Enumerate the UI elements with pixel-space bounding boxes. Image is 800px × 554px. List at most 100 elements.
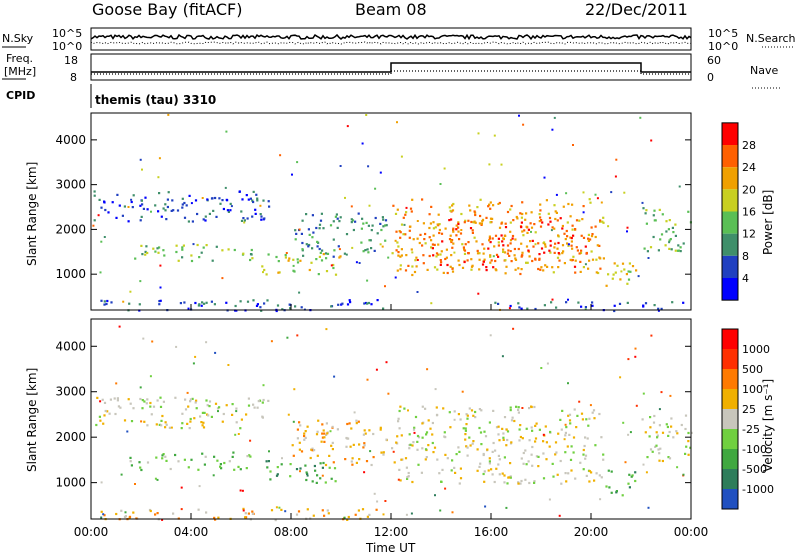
velocity-cell (676, 466, 679, 469)
velocity-cell (559, 459, 562, 463)
velocity-cell (435, 406, 438, 409)
power-cell (471, 264, 474, 267)
power-cell (300, 232, 303, 235)
power-cell (462, 246, 465, 249)
velocity-cell (326, 432, 329, 435)
velocity-cell (234, 433, 237, 436)
power-cell (587, 239, 590, 242)
velocity-cell (610, 491, 613, 494)
power-cell (530, 230, 532, 233)
velocity-cell (118, 325, 121, 328)
power-cell (397, 254, 400, 257)
velocity-colorbar-frame (721, 328, 739, 510)
power-cell (205, 301, 208, 304)
power-cell (449, 265, 452, 268)
power-cell (546, 265, 549, 268)
power-cell (626, 301, 629, 304)
velocity-cell (325, 328, 328, 331)
velocity-cell (345, 445, 348, 448)
velocity-cell (434, 494, 436, 497)
power-cell (449, 209, 452, 212)
power-cell (657, 249, 660, 252)
velocity-cell (568, 433, 571, 436)
velocity-cell (235, 410, 238, 413)
power-cell (471, 231, 474, 234)
velocity-cell (508, 476, 511, 479)
power-cell (166, 198, 169, 201)
velocity-cell (257, 400, 260, 403)
power-cell (308, 243, 311, 247)
velocity-cell (351, 463, 354, 466)
power-cell (421, 244, 424, 247)
power-cell (334, 215, 337, 218)
power-cell (543, 251, 546, 254)
power-cell (426, 268, 429, 271)
power-colorbar-tick-label: 8 (742, 250, 749, 263)
power-cell (561, 244, 565, 247)
velocity-cell (181, 422, 184, 425)
velocity-cell (505, 506, 508, 509)
power-cell (561, 224, 564, 228)
power-cell (219, 202, 222, 205)
velocity-cell (474, 410, 477, 414)
power-cell (400, 254, 403, 257)
velocity-cell (330, 477, 333, 480)
velocity-y-tick-label: 1000 (55, 476, 86, 490)
power-cell (103, 303, 106, 306)
power-cell (557, 266, 560, 269)
velocity-cell (651, 450, 654, 453)
power-cell (510, 260, 513, 263)
power-colorbar-segment (722, 145, 738, 168)
velocity-cell (554, 441, 558, 444)
power-cell (562, 250, 565, 253)
velocity-cell (331, 425, 334, 428)
velocity-cell (648, 435, 651, 438)
velocity-cell (268, 450, 270, 453)
power-cell (336, 217, 339, 220)
power-cell (212, 209, 215, 212)
power-cell (444, 227, 447, 230)
power-cell (474, 213, 477, 217)
velocity-cell (316, 430, 319, 433)
velocity-cell (510, 419, 514, 422)
x-tick-label: 04:00 (174, 525, 209, 539)
power-cell (480, 222, 483, 225)
velocity-cell (600, 476, 603, 479)
power-cell (564, 238, 567, 241)
power-cell (364, 249, 367, 252)
velocity-cell (214, 351, 217, 354)
power-cell (318, 247, 321, 251)
velocity-cell (407, 409, 409, 412)
power-cell (509, 208, 512, 211)
velocity-cell (146, 461, 150, 464)
velocity-cell (471, 442, 474, 445)
power-cell (423, 238, 426, 241)
velocity-cell (542, 477, 546, 480)
power-cell (311, 236, 314, 239)
power-cell (505, 265, 508, 268)
velocity-cell (503, 474, 506, 477)
velocity-colorbar-segment (722, 409, 738, 429)
power-cell (511, 234, 515, 238)
velocity-cell (304, 436, 307, 439)
power-cell (416, 259, 419, 261)
velocity-cell (350, 427, 353, 430)
velocity-cell (106, 410, 109, 413)
power-cell (448, 219, 451, 222)
nave-tick-bottom: 0 (707, 71, 714, 84)
velocity-cell (548, 498, 551, 501)
power-cell (322, 227, 325, 230)
power-cell (667, 228, 670, 231)
velocity-cell (355, 419, 358, 422)
velocity-cell (333, 375, 336, 378)
power-cell (476, 249, 479, 252)
power-cell (277, 271, 280, 274)
power-cell (582, 266, 585, 269)
velocity-cell (184, 408, 188, 411)
velocity-cell (397, 417, 400, 420)
power-cell (230, 205, 233, 208)
velocity-colorbar-tick-label: 100 (742, 383, 763, 396)
power-cell (574, 259, 577, 262)
velocity-cell (564, 423, 567, 426)
